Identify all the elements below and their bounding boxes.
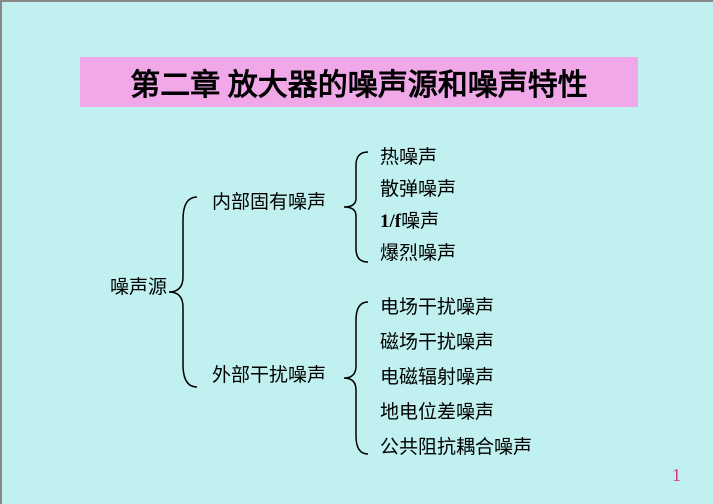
root-child-0-child-2-label: 1/f噪声 — [380, 206, 439, 233]
root-label: 噪声源 — [110, 272, 167, 299]
chapter-title-banner: 第二章 放大器的噪声源和噪声特性 — [80, 57, 638, 107]
root-child-1-label: 外部干扰噪声 — [212, 360, 326, 387]
root-child-0-child-3-label: 爆烈噪声 — [380, 238, 456, 265]
chapter-title-text: 第二章 放大器的噪声源和噪声特性 — [130, 60, 588, 104]
root-child-1-child-2-label: 电磁辐射噪声 — [380, 362, 494, 389]
root-child-1-child-1-label: 磁场干扰噪声 — [380, 327, 494, 354]
root-child-1-child-3-label: 地电位差噪声 — [380, 397, 494, 424]
root-child-0-brace — [344, 152, 372, 262]
root-child-1-child-0-label: 电场干扰噪声 — [380, 292, 494, 319]
root-child-1-child-4-label: 公共阻抗耦合噪声 — [380, 432, 532, 459]
root-child-0-child-0-label: 热噪声 — [380, 142, 437, 169]
root-brace — [169, 197, 201, 387]
root-child-0-child-1-label: 散弹噪声 — [380, 174, 456, 201]
page-number: 1 — [672, 465, 681, 486]
root-child-0-label: 内部固有噪声 — [212, 187, 326, 214]
root-child-1-brace — [344, 302, 372, 454]
